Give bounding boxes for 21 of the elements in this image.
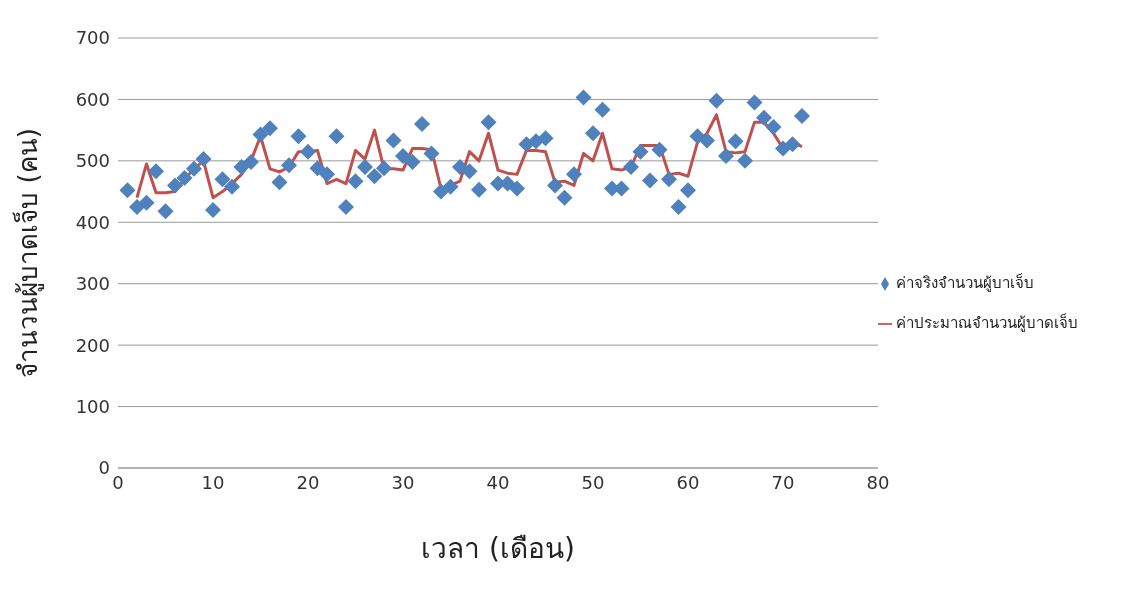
legend-label: ค่าประมาณจำนวนผู้บาดเจ็บ bbox=[896, 314, 1078, 332]
x-tick-label: 60 bbox=[676, 471, 700, 493]
y-tick-label: 700 bbox=[75, 27, 110, 49]
x-tick-label: 50 bbox=[581, 471, 605, 493]
y-tick-label: 0 bbox=[98, 457, 110, 479]
x-tick-label: 10 bbox=[201, 471, 225, 493]
y-tick-label: 300 bbox=[75, 273, 110, 295]
x-axis-title: เวลา (เดือน) bbox=[421, 532, 575, 565]
x-tick-label: 0 bbox=[112, 471, 124, 493]
y-tick-label: 600 bbox=[75, 88, 110, 110]
x-tick-label: 70 bbox=[771, 471, 795, 493]
y-tick-label: 200 bbox=[75, 334, 110, 356]
x-tick-label: 80 bbox=[866, 471, 890, 493]
y-tick-label: 100 bbox=[75, 395, 110, 417]
x-tick-label: 40 bbox=[486, 471, 510, 493]
y-tick-label: 400 bbox=[75, 211, 110, 233]
y-axis-title: จำนวนผู้บาดเจ็บ (คน) bbox=[12, 128, 45, 378]
x-tick-label: 20 bbox=[296, 471, 320, 493]
x-tick-label: 30 bbox=[391, 471, 415, 493]
legend-label: ค่าจริงจำนวนผู้บาเจ็บ bbox=[896, 274, 1034, 292]
y-tick-label: 500 bbox=[75, 150, 110, 172]
